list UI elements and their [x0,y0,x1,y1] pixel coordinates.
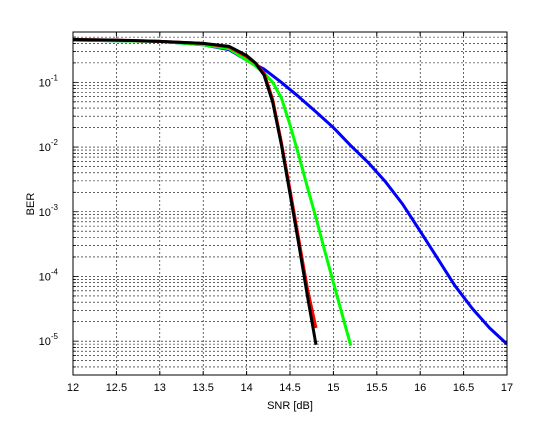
x-tick-label: 17 [501,382,513,394]
y-tick-label: 10-4 [39,267,59,283]
x-tick-label: 14 [240,382,252,394]
y-tick-label: 10-5 [39,332,59,348]
x-tick-label: 12 [67,382,79,394]
y-tick-label: 10-2 [39,138,59,154]
plot-area [73,32,507,375]
y-tick-label: 10-3 [39,203,59,219]
x-tick-label: 16 [414,382,426,394]
x-tick-label: 15 [327,382,339,394]
x-axis-label: SNR [dB] [267,400,313,412]
y-axis-label: BER [25,193,37,216]
ticks [72,32,508,376]
x-tick-label: 15.5 [366,382,387,394]
tick-labels: 12 12.5 13 13.5 14 14.5 15 15.5 16 16.5 17 10-1 10-2… [39,73,514,394]
x-tick-label: 13.5 [192,382,213,394]
x-tick-label: 12.5 [106,382,127,394]
grid [73,32,507,376]
series-line-4 [73,38,318,346]
x-tick-label: 16.5 [453,382,474,394]
x-tick-label: 13 [154,382,166,394]
x-tick-label: 14.5 [279,382,300,394]
series-layer [73,38,507,347]
y-tick-label: 10-1 [39,73,59,89]
